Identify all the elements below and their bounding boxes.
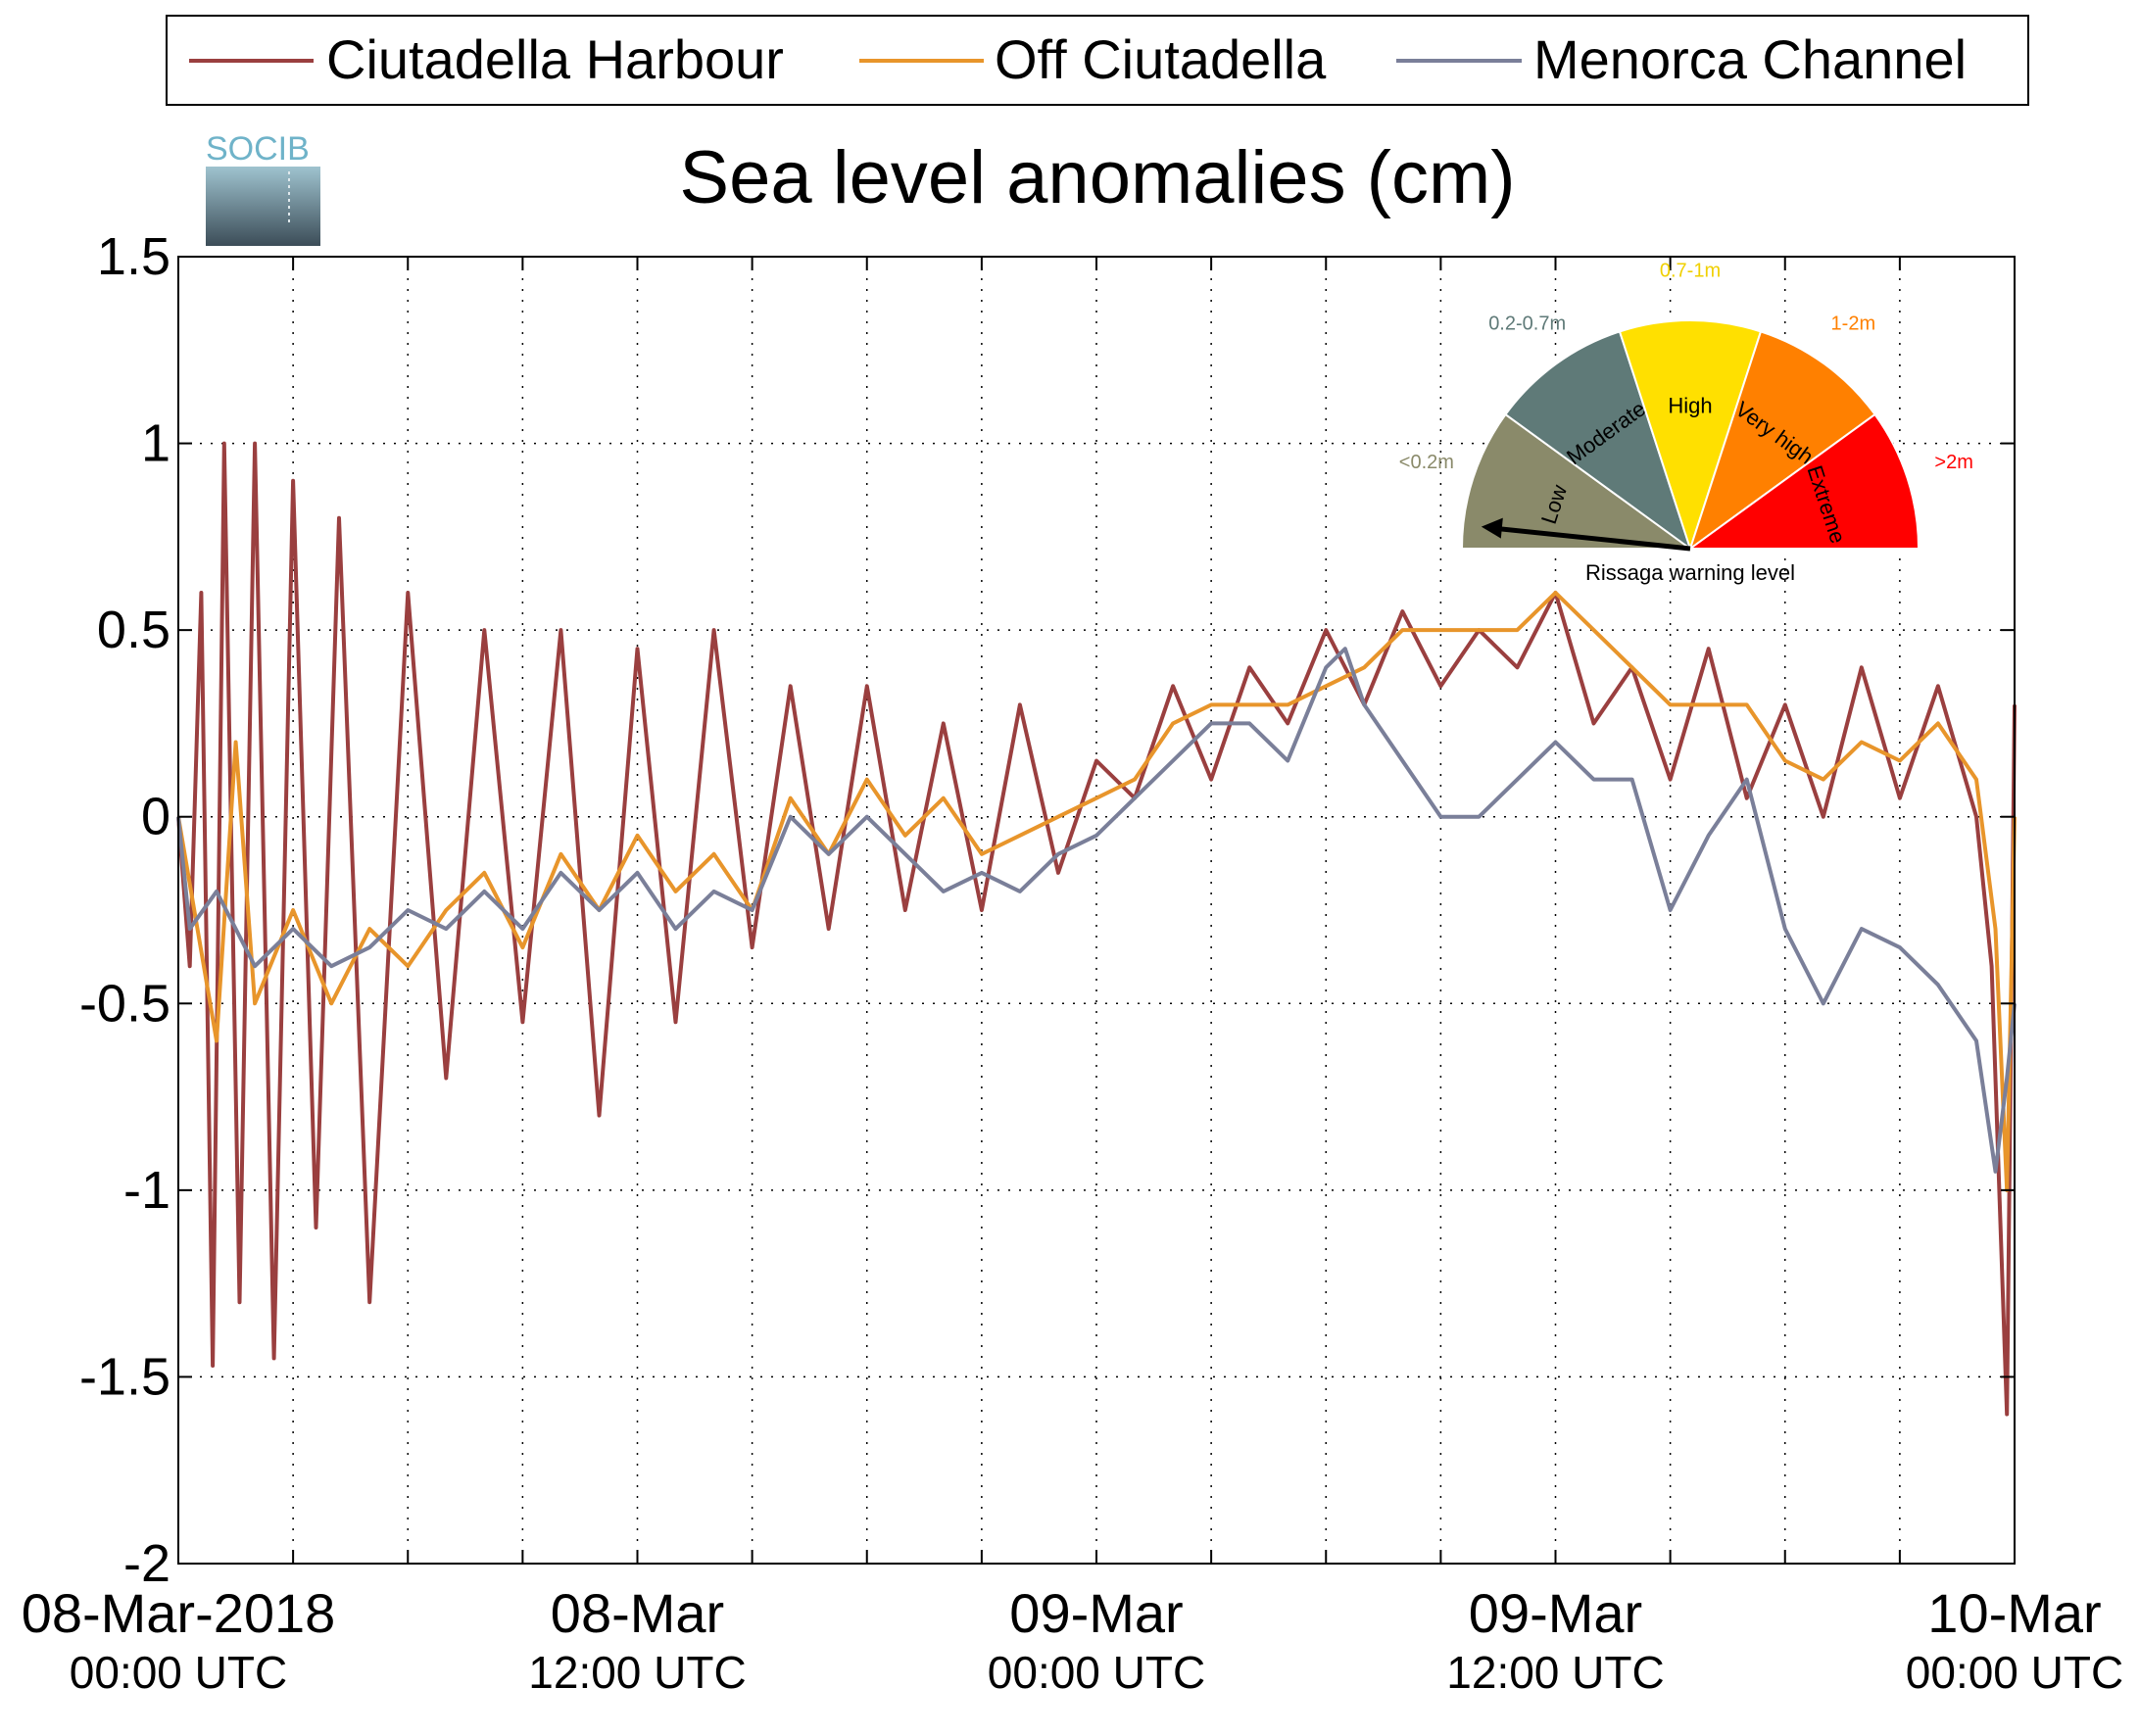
series-line-menorca-channel — [176, 647, 2017, 1174]
gauge-range-label: <0.2m — [1399, 452, 1454, 473]
y-tick-label: 1.5 — [97, 227, 170, 286]
gauge-segment-low — [1460, 412, 1694, 550]
legend-box — [166, 15, 2029, 106]
x-tick-label-date: 08-Mar-2018 — [22, 1582, 336, 1644]
series-layer — [176, 441, 2017, 1417]
legend-label-menorca-channel: Menorca Channel — [1533, 28, 1967, 90]
x-tick-label-date: 10-Mar — [1927, 1582, 2101, 1644]
gauge-range-label: >2m — [1934, 452, 1972, 473]
series-line-off-ciutadella — [176, 591, 2017, 1192]
gauge-range-label: 0.2-0.7m — [1488, 313, 1566, 334]
gauge-pointer-head — [1481, 517, 1503, 539]
x-tick-label-time: 12:00 UTC — [528, 1647, 746, 1698]
x-tick-label-date: 09-Mar — [1009, 1582, 1183, 1644]
y-tick-label: -1.5 — [79, 1347, 170, 1406]
x-tick-label-time: 12:00 UTC — [1446, 1647, 1664, 1698]
logo-text: SOCIB — [206, 130, 310, 168]
gauge-segment-moderate — [1504, 330, 1692, 552]
y-tick-label: -1 — [123, 1161, 170, 1220]
y-tick-label: 1 — [141, 414, 170, 473]
grid-vertical — [292, 257, 1901, 1564]
x-tick-label-time: 00:00 UTC — [988, 1647, 1205, 1698]
y-tick-label: 0 — [141, 788, 170, 846]
x-tick-label-time: 00:00 UTC — [70, 1647, 287, 1698]
series-line-ciutadella-harbour — [176, 441, 2017, 1417]
x-tick-label-time: 00:00 UTC — [1906, 1647, 2123, 1698]
legend-label-ciutadella-harbour: Ciutadella Harbour — [326, 28, 784, 90]
x-tick-label-date: 08-Mar — [551, 1582, 724, 1644]
gauge-segment-extreme — [1686, 412, 1920, 550]
gauge-pointer — [1492, 525, 1691, 552]
gauge-title: Rissaga warning level — [1585, 560, 1795, 585]
y-tick-label: -2 — [123, 1534, 170, 1593]
plot-frame — [177, 256, 2016, 1565]
gauge-range-label: 0.7-1m — [1660, 260, 1721, 281]
y-tick-label: 0.5 — [97, 601, 170, 659]
socib-logo: SOCIB — [206, 130, 320, 246]
grid-horizontal — [178, 442, 2015, 1378]
y-axis: -2 -1.5 -1 -0.5 0 0.5 1 1.5 — [79, 227, 2015, 1593]
legend: Ciutadella Harbour Off Ciutadella Menorc… — [166, 15, 2029, 106]
gauge-segment-very-high — [1688, 330, 1876, 552]
chart-title: Sea level anomalies (cm) — [679, 136, 1515, 219]
gauge-segment-high — [1618, 319, 1763, 553]
gauge-range-label: 1-2m — [1831, 313, 1876, 334]
y-tick-label: -0.5 — [79, 974, 170, 1033]
legend-label-off-ciutadella: Off Ciutadella — [995, 28, 1327, 90]
gauge-segment-label: High — [1668, 393, 1712, 417]
logo-mark — [206, 167, 320, 246]
x-tick-label-date: 09-Mar — [1469, 1582, 1642, 1644]
